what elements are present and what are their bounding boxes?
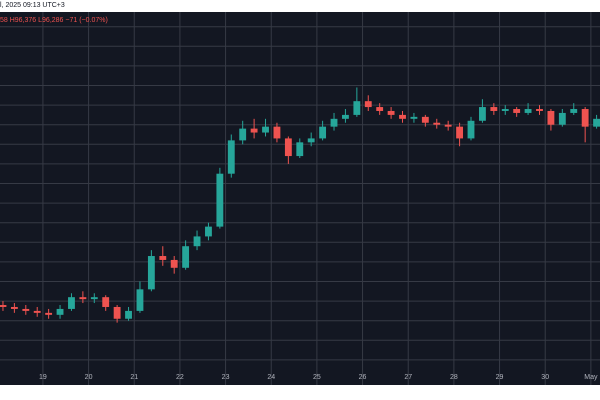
candle-body	[273, 126, 281, 139]
candle-body	[467, 120, 475, 139]
x-tick-label: 20	[85, 374, 93, 381]
candle-body	[307, 138, 315, 143]
candle-body	[125, 310, 132, 319]
candle-body	[79, 297, 87, 300]
candle-body	[284, 138, 292, 157]
plot-background	[0, 12, 600, 385]
candle-body	[558, 112, 566, 125]
candle-body	[10, 306, 18, 309]
candle-body	[170, 259, 178, 268]
candle-body	[205, 226, 212, 237]
candle-body	[262, 126, 269, 133]
candle-body	[524, 109, 532, 113]
candle-body	[56, 308, 64, 315]
candle-body	[159, 256, 167, 260]
candle-body	[102, 297, 110, 307]
candle-body	[421, 116, 429, 123]
candle-body	[593, 118, 600, 127]
x-tick-label: 29	[496, 374, 504, 381]
candle-body	[330, 118, 338, 127]
candle-body	[147, 256, 155, 290]
x-tick-label: 23	[222, 374, 230, 381]
candle-body	[45, 312, 53, 315]
x-tick-label: 25	[313, 374, 321, 381]
header-time: l, 2025 09:13 UTC+3	[0, 2, 65, 9]
candle-body	[239, 128, 247, 141]
candle-body	[547, 110, 555, 125]
candle-body	[387, 110, 395, 115]
candles	[0, 87, 600, 323]
x-tick-label: 30	[541, 374, 549, 381]
candle-body	[68, 297, 75, 309]
candle-body	[570, 109, 578, 113]
candle-body	[581, 109, 589, 127]
header-quote: 58 H96,376 L96,286 −71 (−0.07%)	[0, 17, 108, 24]
candle-body	[296, 142, 304, 157]
candle-body	[478, 107, 486, 121]
candle-body	[227, 140, 235, 174]
candle-body	[376, 107, 384, 111]
x-axis: 19 20 21 22 23 24 25 26 27 28 29 30 May	[39, 374, 598, 381]
candle-body	[513, 109, 521, 113]
candle-body	[22, 308, 30, 311]
candle-body	[342, 114, 349, 119]
x-tick-label: 22	[176, 374, 184, 381]
candle-body	[444, 124, 452, 127]
x-tick-label: May	[584, 374, 598, 381]
candle-body	[136, 289, 144, 311]
grid	[0, 12, 600, 385]
candle-body	[410, 116, 418, 119]
candle-body	[456, 126, 464, 139]
candle-body	[490, 107, 498, 111]
candle-body	[90, 297, 98, 300]
x-tick-label: 27	[404, 374, 412, 381]
x-tick-label: 19	[39, 374, 47, 381]
candle-body	[536, 109, 543, 111]
candle-body	[33, 310, 41, 313]
candle-body	[250, 128, 258, 133]
candle-body	[399, 114, 406, 119]
candle-body	[216, 173, 224, 227]
candle-body	[0, 305, 7, 307]
candle-body	[113, 306, 121, 319]
candle-body	[182, 246, 190, 268]
x-tick-label: 28	[450, 374, 458, 381]
candle-body	[353, 101, 361, 115]
candle-body	[433, 122, 441, 125]
candle-body	[319, 126, 327, 139]
candle-body	[193, 236, 201, 247]
x-tick-label: 26	[359, 374, 367, 381]
x-tick-label: 21	[130, 374, 138, 381]
candle-body	[364, 101, 372, 108]
x-tick-label: 24	[267, 374, 275, 381]
candle-body	[501, 109, 509, 111]
